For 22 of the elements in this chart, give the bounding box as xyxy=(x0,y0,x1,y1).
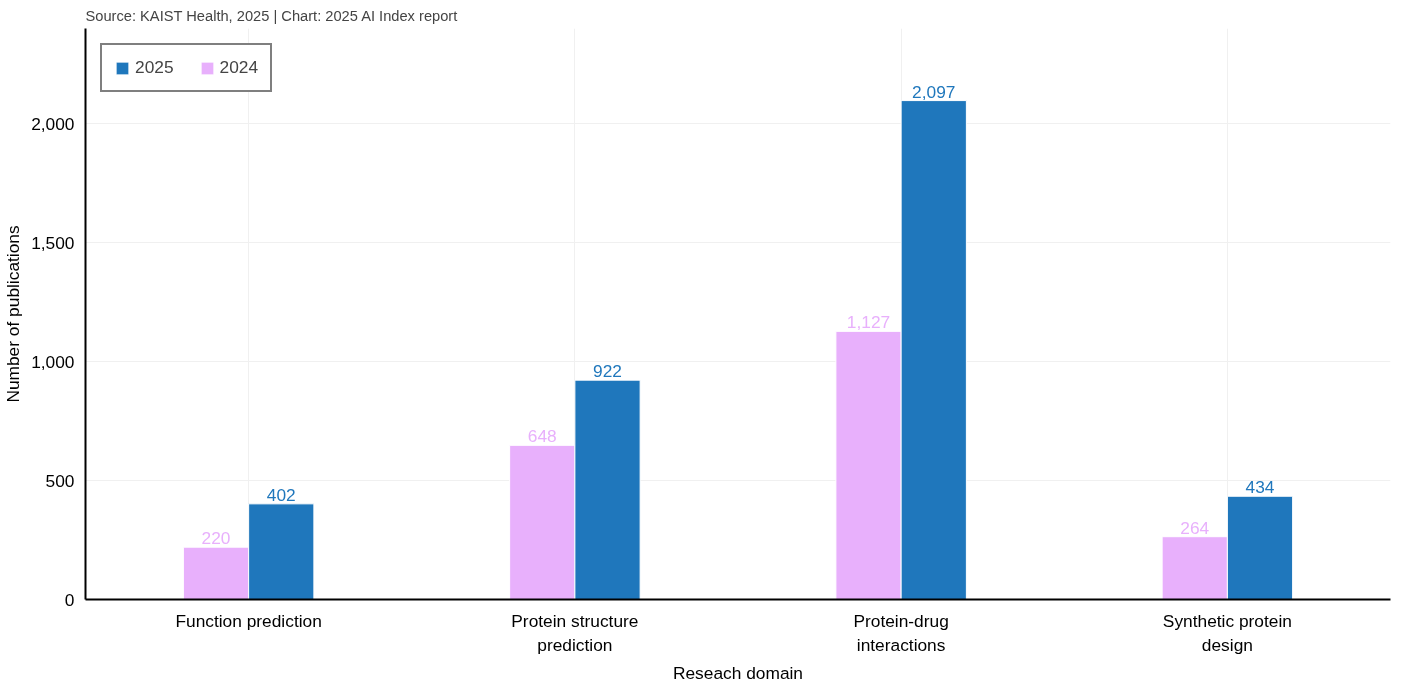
y-tick-label: 0 xyxy=(64,589,75,610)
x-tick-label: Synthetic protein design xyxy=(1162,610,1292,655)
y-tick-label: 1,000 xyxy=(31,351,75,372)
y-tick-label: 2,000 xyxy=(31,113,75,134)
data-label: 2,097 xyxy=(912,81,956,102)
source-note: Source: KAIST Health, 2025 | Chart: 2025 AI Index report xyxy=(85,7,458,24)
data-label: 648 xyxy=(527,426,557,447)
data-label: 220 xyxy=(201,528,231,549)
data-label: 402 xyxy=(266,484,296,505)
legend-label: 2024 xyxy=(219,57,259,78)
x-tick-label: Function prediction xyxy=(175,610,322,631)
data-label: 922 xyxy=(593,361,622,382)
data-label: 1,127 xyxy=(846,312,891,333)
y-tick-label: 500 xyxy=(45,470,75,491)
y-axis-title: Number of publications xyxy=(3,225,24,403)
y-tick-label: 1,500 xyxy=(31,232,75,253)
data-label: 434 xyxy=(1245,477,1275,498)
legend-label: 2025 xyxy=(135,57,174,78)
data-label: 264 xyxy=(1180,517,1210,538)
x-tick-label: Protein structure prediction xyxy=(511,610,639,655)
x-axis-title: Reseach domain xyxy=(672,662,804,683)
x-tick-label: Protein-drug interactions xyxy=(853,610,949,655)
